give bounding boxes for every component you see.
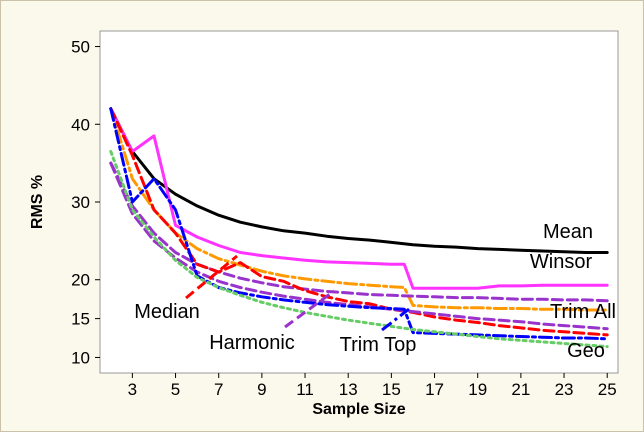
x-tick-label: 19	[468, 380, 487, 399]
y-tick-label: 15	[71, 310, 90, 329]
x-tick-label: 11	[296, 380, 314, 399]
y-tick-label: 20	[71, 271, 90, 290]
annotation-pointer-trim-top	[381, 307, 410, 332]
x-tick-label: 3	[128, 380, 137, 399]
x-tick-label: 23	[555, 380, 574, 399]
x-tick-label: 15	[382, 380, 401, 399]
x-tick-label: 17	[425, 380, 444, 399]
series-line-unlabeled-purple	[109, 161, 609, 303]
series-line-trim-all	[109, 107, 609, 312]
x-tick-label: 13	[339, 380, 358, 399]
x-tick-label: 7	[214, 380, 223, 399]
plot-area	[99, 30, 619, 374]
x-tick-label: 5	[171, 380, 180, 399]
series-line-geo	[109, 150, 609, 349]
series-line-mean	[109, 107, 609, 254]
series-label-trim-all: Trim All	[550, 301, 616, 323]
series-label-harmonic: Harmonic	[209, 332, 295, 354]
y-tick-label: 10	[71, 348, 90, 367]
x-tick-label: 9	[257, 380, 266, 399]
y-axis-title: RMS %	[29, 175, 46, 229]
y-tick-label: 40	[71, 115, 90, 134]
x-tick-label: 21	[511, 380, 530, 399]
series-label-trim-top: Trim Top	[340, 334, 417, 356]
annotation-pointer-median	[185, 254, 238, 300]
series-line-winsor	[109, 107, 609, 290]
series-label-geo: Geo	[567, 340, 605, 362]
annotation-pointer-harmonic	[284, 289, 335, 329]
y-tick-label: 30	[71, 193, 90, 212]
series-label-winsor: Winsor	[530, 251, 593, 273]
series-line-median	[109, 107, 609, 337]
series-label-median: Median	[134, 301, 200, 323]
x-tick-label: 25	[598, 380, 617, 399]
x-axis-title: Sample Size	[312, 401, 405, 418]
series-label-mean: Mean	[543, 221, 593, 243]
y-tick-label: 50	[71, 38, 90, 57]
